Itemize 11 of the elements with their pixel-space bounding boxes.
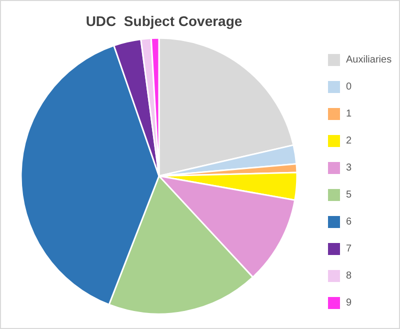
- legend-label: Auxiliaries: [346, 54, 392, 66]
- legend-label: 3: [346, 162, 352, 174]
- legend-label: 5: [346, 190, 352, 200]
- legend-label: 9: [346, 298, 352, 308]
- legend-label: 2: [346, 136, 352, 146]
- chart-title: UDC Subject Coverage: [86, 13, 242, 29]
- legend-label: 6: [346, 216, 352, 228]
- legend-label: 8: [346, 270, 352, 282]
- legend-label: 0: [346, 82, 352, 92]
- legend-label: 1: [346, 108, 352, 120]
- legend-label: 7: [346, 244, 352, 254]
